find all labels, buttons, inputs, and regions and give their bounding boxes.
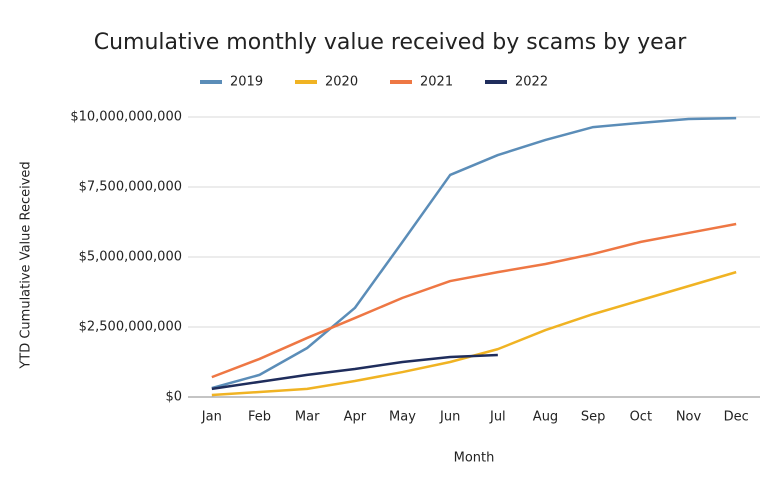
y-tick-label: $0 xyxy=(165,390,182,405)
x-tick-label: Sep xyxy=(581,410,606,425)
legend-label: 2022 xyxy=(515,75,548,90)
x-tick-label: Jul xyxy=(489,410,506,425)
chart-title: Cumulative monthly value received by sca… xyxy=(94,30,687,55)
x-tick-label: Jan xyxy=(201,410,222,425)
y-tick-label: $5,000,000,000 xyxy=(79,250,182,265)
x-tick-label: Mar xyxy=(295,410,320,425)
series-line xyxy=(211,116,737,390)
y-tick-label: $10,000,000,000 xyxy=(70,110,182,125)
legend-label: 2020 xyxy=(325,75,358,90)
x-tick-label: Nov xyxy=(676,410,702,425)
x-tick-label: Feb xyxy=(248,410,271,425)
series-line xyxy=(211,222,737,379)
legend-label: 2021 xyxy=(420,75,453,90)
x-tick-label: Aug xyxy=(533,410,558,425)
x-tick-label: Dec xyxy=(724,410,749,425)
legend-label: 2019 xyxy=(230,75,263,90)
x-tick-label: Apr xyxy=(344,410,367,425)
y-tick-label: $2,500,000,000 xyxy=(79,320,182,335)
x-tick-label: Jun xyxy=(439,410,460,425)
x-axis-label: Month xyxy=(454,451,495,466)
x-tick-label: May xyxy=(389,410,416,425)
y-tick-label: $7,500,000,000 xyxy=(79,180,182,195)
x-tick-label: Oct xyxy=(630,410,652,425)
series-line xyxy=(211,353,498,391)
y-axis-label: YTD Cumulative Value Received xyxy=(19,161,34,369)
